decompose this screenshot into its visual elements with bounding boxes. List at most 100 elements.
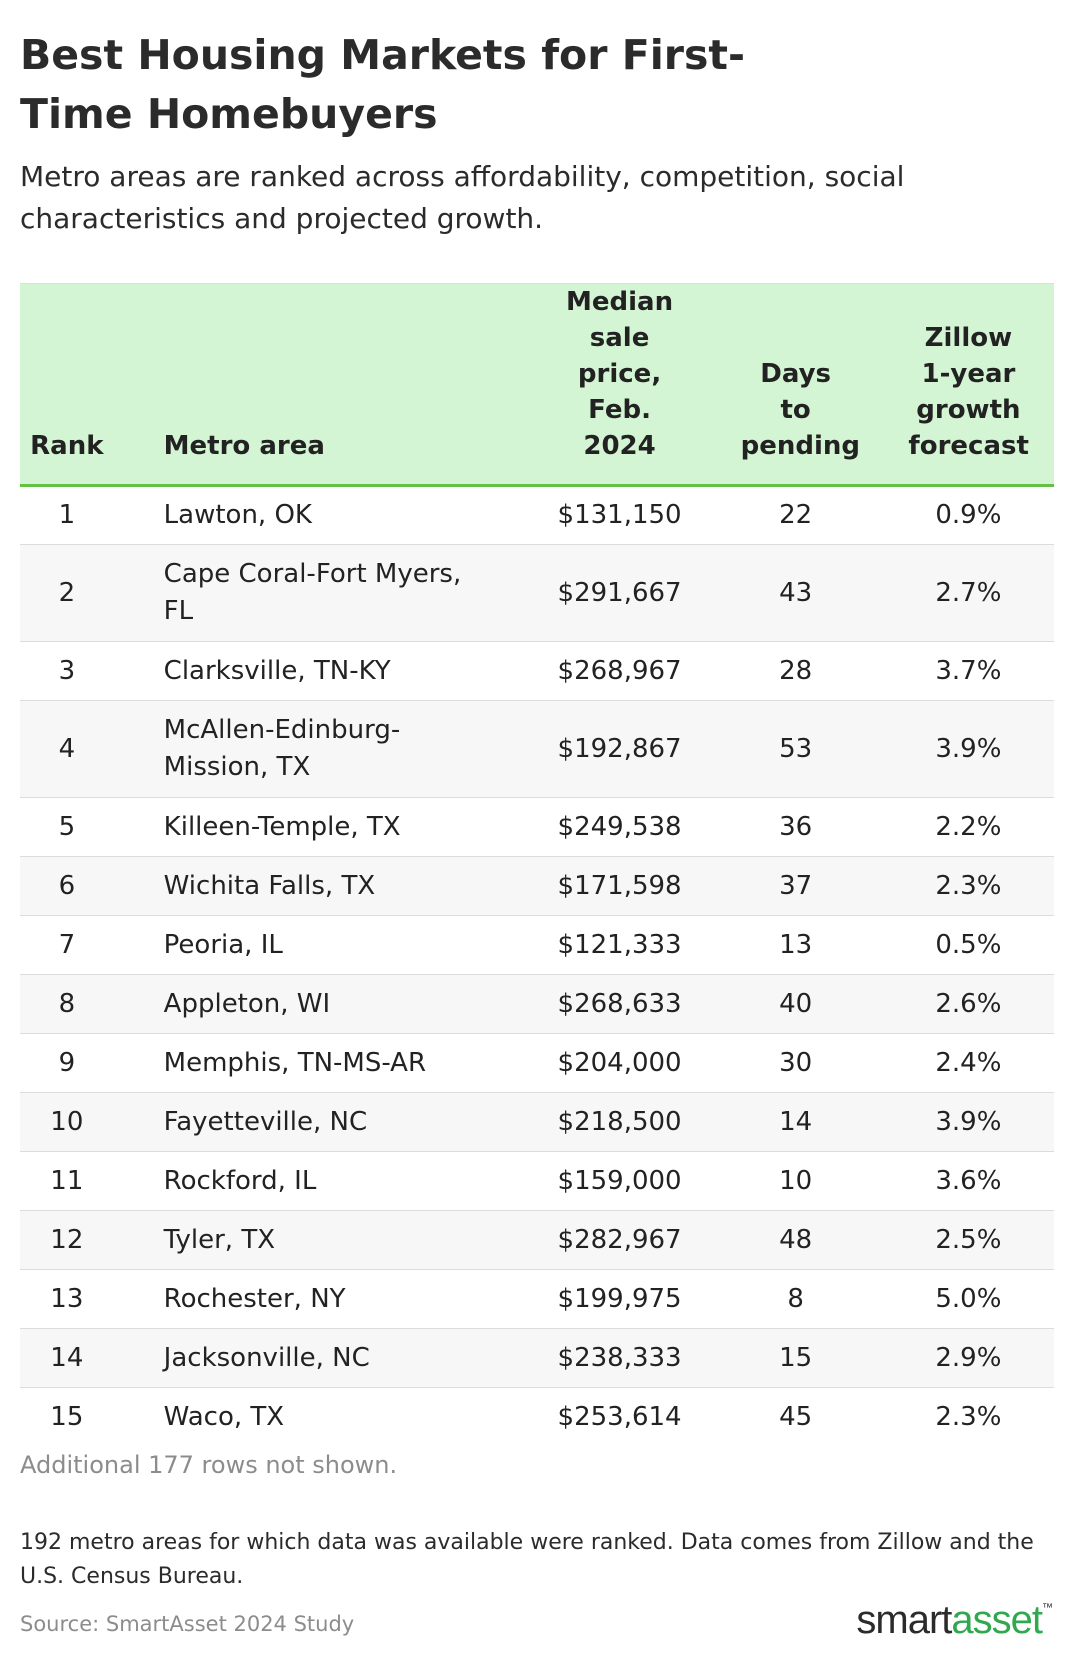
cell-rank: 2 xyxy=(20,544,114,642)
cell-rank: 9 xyxy=(20,1033,114,1093)
cell-days-to-pending: 28 xyxy=(708,641,883,701)
cell-median-sale-price: $249,538 xyxy=(530,797,709,857)
cell-median-sale-price: $218,500 xyxy=(530,1092,709,1152)
cell-days-to-pending: 15 xyxy=(708,1328,883,1388)
cell-growth-forecast: 0.5% xyxy=(882,915,1054,975)
cell-metro-area-text: McAllen-Edinburg-Mission, TX xyxy=(163,715,401,782)
cell-growth-forecast: 2.3% xyxy=(882,856,1054,916)
cell-rank: 10 xyxy=(20,1092,114,1152)
table-row: 15 Waco, TX $253,614 45 2.3% xyxy=(20,1388,1054,1447)
cell-median-sale-price: $192,867 xyxy=(530,700,709,798)
cell-rank: 4 xyxy=(20,700,114,798)
cell-rank: 5 xyxy=(20,797,114,857)
table-row: 6 Wichita Falls, TX $171,598 37 2.3% xyxy=(20,856,1054,916)
trademark-mark: ™ xyxy=(1042,1602,1053,1614)
cell-days-to-pending: 8 xyxy=(708,1269,883,1329)
cell-rank: 1 xyxy=(20,485,114,545)
cell-rank: 14 xyxy=(20,1328,114,1388)
cell-days-to-pending: 36 xyxy=(708,797,883,857)
table-row: 7 Peoria, IL $121,333 13 0.5% xyxy=(20,915,1054,975)
cell-metro-area: Cape Coral-Fort Myers, FL xyxy=(113,544,531,642)
table-row: 1 Lawton, OK $131,150 22 0.9% xyxy=(20,485,1054,545)
cell-days-to-pending: 43 xyxy=(708,544,883,642)
footnote: 192 metro areas for which data was avail… xyxy=(20,1530,1034,1589)
cell-growth-forecast: 3.6% xyxy=(882,1151,1054,1211)
table-row: 5 Killeen-Temple, TX $249,538 36 2.2% xyxy=(20,797,1054,857)
cell-metro-area: Waco, TX xyxy=(163,1401,285,1432)
header-growth-forecast: Zillow 1-year growth forecast xyxy=(882,283,1054,487)
cell-growth-forecast: 2.3% xyxy=(935,1401,1002,1432)
cell-rank: 8 xyxy=(20,974,114,1034)
cell-median-sale-price: $171,598 xyxy=(530,856,709,916)
cell-days-to-pending: 22 xyxy=(708,485,883,545)
table-row: 2 Cape Coral-Fort Myers, FL $291,667 43 2.7% xyxy=(20,544,1054,642)
cell-metro-area: Peoria, IL xyxy=(113,915,531,975)
cell-metro-area: Killeen-Temple, TX xyxy=(113,797,531,857)
cell-metro-area: Lawton, OK xyxy=(113,485,531,545)
cell-days-to-pending: 10 xyxy=(708,1151,883,1211)
table-row: 13 Rochester, NY $199,975 8 5.0% xyxy=(20,1269,1054,1329)
cell-median-sale-price: $268,633 xyxy=(530,974,709,1034)
cell-metro-area: Clarksville, TN-KY xyxy=(113,641,531,701)
cell-growth-forecast: 5.0% xyxy=(882,1269,1054,1329)
chart-subtitle: Metro areas are ranked across affordabil… xyxy=(20,160,905,235)
cell-growth-forecast: 2.6% xyxy=(882,974,1054,1034)
table-row: 9 Memphis, TN-MS-AR $204,000 30 2.4% xyxy=(20,1033,1054,1093)
cell-metro-area: Tyler, TX xyxy=(113,1210,531,1270)
cell-growth-forecast: 3.9% xyxy=(882,700,1054,798)
table-row: 8 Appleton, WI $268,633 40 2.6% xyxy=(20,974,1054,1034)
cell-rank: 15 xyxy=(50,1401,84,1432)
cell-growth-forecast: 2.4% xyxy=(882,1033,1054,1093)
header-median-sale-price: Median sale price, Feb. 2024 xyxy=(530,283,709,487)
cell-rank: 6 xyxy=(20,856,114,916)
cell-days-to-pending: 13 xyxy=(708,915,883,975)
cell-rank: 13 xyxy=(20,1269,114,1329)
cell-days-to-pending: 45 xyxy=(779,1401,813,1432)
cell-growth-forecast: 2.5% xyxy=(882,1210,1054,1270)
header-metro-area: Metro area xyxy=(113,283,531,487)
chart-title: Best Housing Markets for First-Time Home… xyxy=(20,31,746,138)
cell-median-sale-price: $282,967 xyxy=(530,1210,709,1270)
cell-metro-area: Wichita Falls, TX xyxy=(113,856,531,916)
cell-median-sale-price: $204,000 xyxy=(530,1033,709,1093)
table-header-row: Rank Metro area Median sale price, Feb. … xyxy=(20,283,1054,487)
table-row: 12 Tyler, TX $282,967 48 2.5% xyxy=(20,1210,1054,1270)
cell-metro-area: Appleton, WI xyxy=(113,974,531,1034)
table-row: 3 Clarksville, TN-KY $268,967 28 3.7% xyxy=(20,641,1054,701)
cell-days-to-pending: 30 xyxy=(708,1033,883,1093)
logo-text-asset: asset xyxy=(951,1598,1043,1642)
table-row: 4 McAllen-Edinburg-Mission, TX $192,867 53 3… xyxy=(20,700,1054,798)
table-row: 10 Fayetteville, NC $218,500 14 3.9% xyxy=(20,1092,1054,1152)
header-days-to-pending-text: Days to pending xyxy=(740,359,861,461)
cell-metro-area: Rochester, NY xyxy=(113,1269,531,1329)
data-table: Rank Metro area Median sale price, Feb. … xyxy=(20,283,1054,1447)
smartasset-logo: smartasset™ xyxy=(856,1598,1053,1643)
cell-growth-forecast: 3.9% xyxy=(882,1092,1054,1152)
logo-text-smart: smart xyxy=(856,1598,952,1642)
cell-growth-forecast: 2.7% xyxy=(882,544,1054,642)
cell-days-to-pending: 40 xyxy=(708,974,883,1034)
cell-growth-forecast: 2.2% xyxy=(882,797,1054,857)
source-note: Source: SmartAsset 2024 Study xyxy=(20,1612,355,1636)
cell-metro-area: Fayetteville, NC xyxy=(113,1092,531,1152)
cell-metro-area: Jacksonville, NC xyxy=(113,1328,531,1388)
cell-growth-forecast: 2.9% xyxy=(882,1328,1054,1388)
cell-median-sale-price: $199,975 xyxy=(530,1269,709,1329)
header-growth-forecast-text: Zillow 1-year growth forecast xyxy=(908,323,1029,461)
cell-median-sale-price: $131,150 xyxy=(530,485,709,545)
cell-median-sale-price: $253,614 xyxy=(557,1401,682,1432)
cell-rank: 7 xyxy=(20,915,114,975)
cell-metro-area-text: Cape Coral-Fort Myers, FL xyxy=(163,559,462,626)
cell-days-to-pending: 14 xyxy=(708,1092,883,1152)
cell-growth-forecast: 0.9% xyxy=(882,485,1054,545)
cell-days-to-pending: 48 xyxy=(708,1210,883,1270)
cell-growth-forecast: 3.7% xyxy=(882,641,1054,701)
cell-days-to-pending: 53 xyxy=(708,700,883,798)
cell-metro-area: Memphis, TN-MS-AR xyxy=(113,1033,531,1093)
cell-median-sale-price: $268,967 xyxy=(530,641,709,701)
cell-metro-area: Rockford, IL xyxy=(113,1151,531,1211)
rows-not-shown-note: Additional 177 rows not shown. xyxy=(20,1451,398,1479)
cell-rank: 12 xyxy=(20,1210,114,1270)
cell-median-sale-price: $121,333 xyxy=(530,915,709,975)
cell-rank: 3 xyxy=(20,641,114,701)
